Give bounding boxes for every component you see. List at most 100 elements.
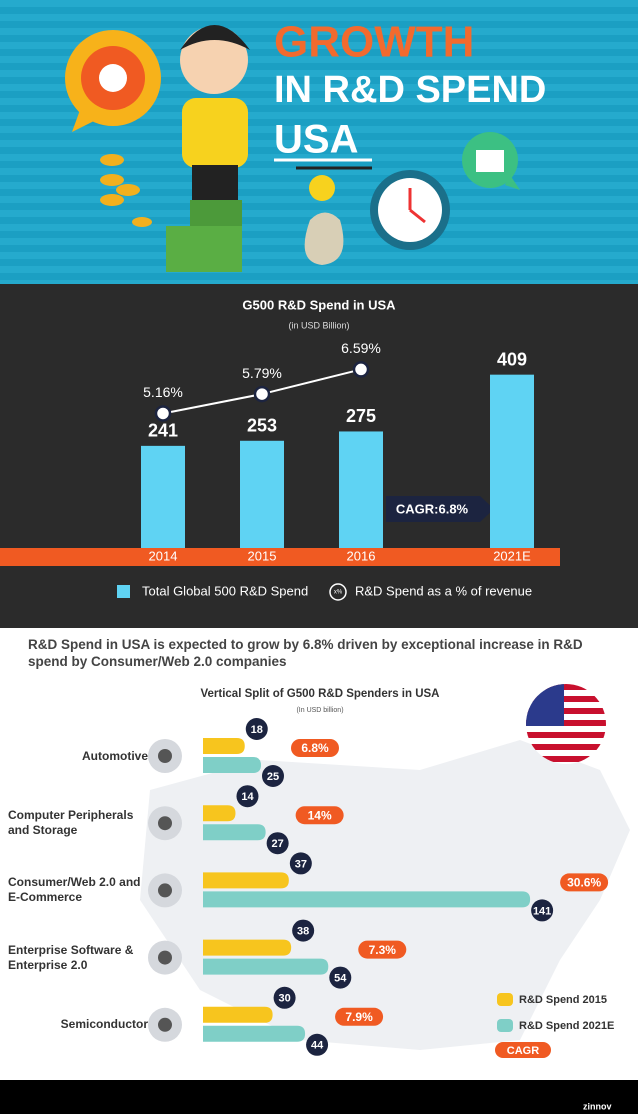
- bar: [141, 445, 185, 548]
- chart-subtitle: (In USD billion): [296, 707, 343, 714]
- bar: [203, 872, 289, 889]
- x-tick-label: 2021E: [493, 548, 531, 563]
- cagr-pill: [335, 1007, 384, 1026]
- category-label: Automotive: [82, 748, 148, 763]
- axis-band: [0, 548, 560, 566]
- legend-label: R&D Spend 2015: [519, 994, 607, 1006]
- line-point: [154, 405, 172, 422]
- category-icon-inner: [158, 1017, 172, 1032]
- legend-swatch: [117, 585, 130, 598]
- bar-label: 409: [497, 349, 527, 369]
- line-point: [352, 361, 370, 378]
- legend-marker: [329, 583, 347, 601]
- bar: [203, 805, 236, 822]
- chart-subtitle: (in USD Billion): [288, 320, 349, 330]
- bar: [240, 440, 284, 548]
- brand: zinnov: [583, 1101, 612, 1111]
- category-icon-inner: [158, 749, 172, 763]
- annotation: CAGR:6.8%: [396, 501, 469, 516]
- footer-bg: [0, 1080, 638, 1114]
- value-label: 141: [533, 905, 551, 917]
- cagr-label: 7.9%: [345, 1010, 373, 1024]
- value-label: 37: [295, 858, 307, 870]
- legend-label: R&D Spend 2021E: [519, 1020, 614, 1032]
- x-tick-label: 2015: [248, 548, 277, 563]
- bar-label: 241: [148, 421, 178, 441]
- value-bubble: [236, 785, 259, 808]
- bar-label: 253: [247, 416, 277, 436]
- legend-marker-label: x%: [334, 590, 343, 596]
- category-icon-inner: [158, 816, 172, 831]
- value-bubble: [262, 765, 284, 787]
- cagr-label: 30.6%: [567, 876, 601, 890]
- value-bubble: [292, 919, 315, 942]
- line-point: [253, 385, 271, 403]
- category-label-box: Automotive: [8, 734, 148, 778]
- title-line: IN R&D SPEND: [274, 69, 546, 111]
- chart-title: Vertical Split of G500 R&D Spenders in U…: [200, 688, 439, 700]
- bar: [203, 824, 266, 841]
- legend-swatch: [497, 993, 513, 1006]
- category-label: Consumer/Web 2.0 and E-Commerce: [8, 875, 141, 905]
- bar: [203, 891, 531, 908]
- category-label: Enterprise Software & Enterprise 2.0: [8, 942, 134, 972]
- legend-swatch: [497, 1019, 513, 1032]
- value-bubble: [245, 718, 268, 740]
- cagr-arrow: [386, 496, 494, 522]
- flag: [526, 684, 606, 764]
- legend-swatch: [495, 1042, 551, 1058]
- value-bubble: [531, 899, 554, 922]
- value-label: 25: [267, 771, 279, 783]
- x-tick-label: 2014: [149, 548, 178, 563]
- value-label: 54: [334, 973, 347, 985]
- value-label: 38: [297, 926, 309, 938]
- bar-label: 275: [346, 406, 376, 426]
- cagr-pill: [291, 739, 339, 757]
- legend-label: Total Global 500 R&D Spend: [142, 583, 308, 598]
- category-label-box: Enterprise Software & Enterprise 2.0: [8, 936, 148, 980]
- category-label: Computer Peripherals and Storage: [8, 808, 134, 838]
- legend-label: CAGR: [507, 1045, 539, 1057]
- value-label: 18: [251, 724, 263, 736]
- category-label-box: Consumer/Web 2.0 and E-Commerce: [8, 868, 148, 912]
- cagr-label: 7.3%: [369, 943, 397, 957]
- bar: [203, 1025, 306, 1042]
- title-line: GROWTH: [274, 18, 474, 67]
- bar: [203, 958, 329, 975]
- point-label: 6.59%: [341, 340, 381, 356]
- point-label: 5.16%: [143, 384, 183, 400]
- x-tick-label: 2016: [347, 548, 376, 563]
- bar: [339, 431, 383, 548]
- category-label-box: Computer Peripherals and Storage: [8, 801, 148, 845]
- chart1-bg: [0, 284, 638, 628]
- title-line: USA: [274, 118, 358, 162]
- illustration: [65, 25, 520, 272]
- cagr-pill: [358, 940, 407, 959]
- cagr-pill: [295, 806, 344, 825]
- bar: [490, 374, 534, 548]
- bar: [203, 738, 245, 754]
- value-label: 44: [311, 1040, 324, 1052]
- value-label: 30: [278, 993, 290, 1005]
- chart-title: G500 R&D Spend in USA: [242, 297, 396, 312]
- category-label-box: Semiconductor: [8, 1003, 148, 1047]
- value-bubble: [289, 852, 312, 875]
- value-bubble: [306, 1033, 329, 1056]
- bar: [203, 1006, 273, 1023]
- cagr-label: 14%: [308, 808, 332, 822]
- value-bubble: [329, 966, 352, 989]
- category-icon-inner: [158, 950, 172, 965]
- legend-label: R&D Spend as a % of revenue: [355, 583, 532, 598]
- cagr-label: 6.8%: [301, 741, 329, 755]
- bar: [203, 939, 292, 956]
- bar: [203, 757, 261, 773]
- cagr-pill: [560, 873, 609, 892]
- category-icon-inner: [158, 883, 172, 898]
- value-bubble: [273, 986, 296, 1009]
- value-bubble: [266, 832, 289, 855]
- category-label: Semiconductor: [60, 1017, 148, 1032]
- point-label: 5.79%: [242, 365, 282, 381]
- value-label: 27: [272, 838, 284, 850]
